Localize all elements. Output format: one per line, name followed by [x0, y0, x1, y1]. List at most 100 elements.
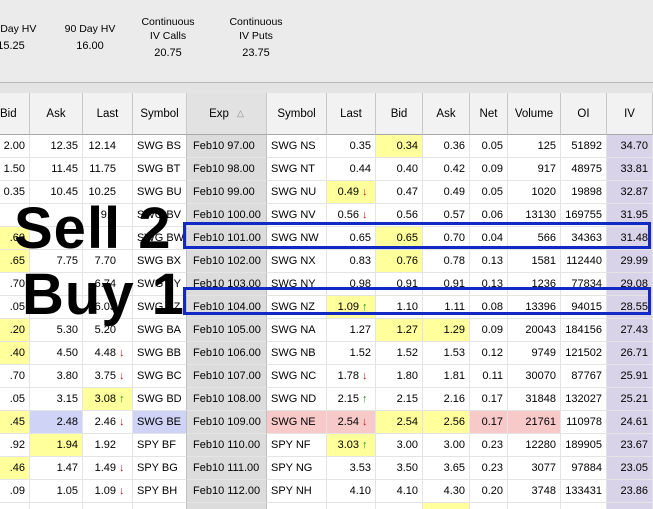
cell-c-sym[interactable]: SPY BH	[133, 480, 187, 503]
cell-c-sym[interactable]: SWG BT	[133, 158, 187, 181]
cell-c-bid[interactable]: 2.00	[0, 135, 30, 158]
table-row[interactable]: 0.35 10.45 10.25 SWG BU Feb10 99.00 SWG NU 0.4…	[0, 181, 653, 204]
column-header[interactable]: Ask	[423, 93, 470, 135]
cell-p-last[interactable]: 2.15	[327, 388, 376, 411]
cell-p-last[interactable]: 0.83	[327, 250, 376, 273]
cell-exp[interactable]: Feb10 103.00	[187, 273, 267, 296]
table-row[interactable]: .40 4.50 4.48 SWG BB Feb10 106.00 SWG NB 1.52 1…	[0, 342, 653, 365]
cell-c-sym[interactable]: SWG BW	[133, 227, 187, 250]
column-header[interactable]: Bid	[0, 93, 30, 135]
cell-iv[interactable]: 25.21	[607, 388, 653, 411]
cell-p-ask[interactable]: 1.11	[423, 296, 470, 319]
table-row[interactable]: .92 1.94 1.92 SPY BF Feb10 110.00 SPY NF 3.03 3…	[0, 434, 653, 457]
cell-p-sym[interactable]: SWG NE	[267, 411, 327, 434]
table-row[interactable]: .65 7.75 7.70 SWG BX Feb10 102.00 SWG NX 0.83 0…	[0, 250, 653, 273]
cell-oi[interactable]: 121502	[561, 342, 607, 365]
cell-p-ask[interactable]: 2.16	[423, 388, 470, 411]
cell-p-bid[interactable]: 0.65	[376, 227, 423, 250]
cell-c-bid[interactable]: 0.35	[0, 181, 30, 204]
cell-p-ask[interactable]: 0.57	[423, 204, 470, 227]
cell-p-sym[interactable]: SWG NY	[267, 273, 327, 296]
cell-c-last[interactable]: 5.20	[83, 319, 133, 342]
cell-net[interactable]: 0.13	[470, 273, 508, 296]
column-header[interactable]: IV	[607, 93, 653, 135]
cell-c-last[interactable]: 0.74	[83, 503, 133, 509]
cell-c-ask[interactable]: 3.15	[30, 388, 83, 411]
cell-c-sym[interactable]: SWG BA	[133, 319, 187, 342]
cell-c-last[interactable]: 1.49	[83, 457, 133, 480]
cell-exp[interactable]: Feb10 110.00	[187, 434, 267, 457]
cell-vol[interactable]: 3748	[508, 480, 561, 503]
cell-vol[interactable]: 30070	[508, 365, 561, 388]
table-row[interactable]: .45 2.48 2.46 SWG BE Feb10 109.00 SWG NE 2.54 2…	[0, 411, 653, 434]
cell-p-bid[interactable]: 1.10	[376, 296, 423, 319]
cell-c-bid[interactable]: .78	[0, 503, 30, 509]
cell-c-ask[interactable]: 12.35	[30, 135, 83, 158]
cell-c-last[interactable]: 11.75	[83, 158, 133, 181]
cell-p-sym[interactable]: SWG NC	[267, 365, 327, 388]
cell-c-ask[interactable]: 1.05	[30, 480, 83, 503]
cell-c-bid[interactable]: .45	[0, 411, 30, 434]
cell-p-last[interactable]: 2.54	[327, 411, 376, 434]
cell-net[interactable]: 0.20	[470, 480, 508, 503]
cell-vol[interactable]: 1236	[508, 273, 561, 296]
cell-vol[interactable]: 31848	[508, 388, 561, 411]
cell-oi[interactable]: 112440	[561, 250, 607, 273]
table-row[interactable]: .20 5.30 5.20 SWG BA Feb10 105.00 SWG NA 1.27 1…	[0, 319, 653, 342]
table-row[interactable]: .60 SWG BW Feb10 101.00 SWG NW 0.65 0.65 0.70 0…	[0, 227, 653, 250]
cell-c-last[interactable]: 12.14	[83, 135, 133, 158]
cell-c-last[interactable]: 10.25	[83, 181, 133, 204]
cell-c-last[interactable]: 9.3	[83, 204, 133, 227]
cell-c-ask[interactable]: 10.45	[30, 181, 83, 204]
cell-p-bid[interactable]: 2.54	[376, 411, 423, 434]
cell-p-bid[interactable]: 2.15	[376, 388, 423, 411]
cell-c-ask[interactable]: 1.94	[30, 434, 83, 457]
cell-p-sym[interactable]: SPY NG	[267, 457, 327, 480]
cell-p-bid[interactable]: 0.40	[376, 158, 423, 181]
cell-p-bid[interactable]: 0.47	[376, 181, 423, 204]
cell-p-last[interactable]: 0.65	[327, 227, 376, 250]
cell-net[interactable]: 0.04	[470, 227, 508, 250]
column-header[interactable]: Last	[83, 93, 133, 135]
cell-p-sym[interactable]: SWG ND	[267, 388, 327, 411]
cell-c-last[interactable]: 1.92	[83, 434, 133, 457]
cell-net[interactable]: 0.13	[470, 250, 508, 273]
cell-vol[interactable]: 125	[508, 135, 561, 158]
cell-p-ask[interactable]: 0.91	[423, 273, 470, 296]
cell-exp[interactable]: Feb10 105.00	[187, 319, 267, 342]
table-row[interactable]: 2.00 12.35 12.14 SWG BS Feb10 97.00 SWG NS 0.3…	[0, 135, 653, 158]
cell-p-sym[interactable]: SWG NU	[267, 181, 327, 204]
cell-oi[interactable]: 169755	[561, 204, 607, 227]
table-row[interactable]: 1.50 11.45 11.75 SWG BT Feb10 98.00 SWG NT 0.4…	[0, 158, 653, 181]
cell-p-ask[interactable]: 1.53	[423, 342, 470, 365]
cell-c-last[interactable]: 2.46	[83, 411, 133, 434]
column-header[interactable]: Exp △	[187, 93, 267, 135]
cell-c-ask[interactable]: 5.30	[30, 319, 83, 342]
cell-c-last[interactable]: 6.74	[83, 273, 133, 296]
cell-oi[interactable]: 184156	[561, 319, 607, 342]
cell-c-last[interactable]: 3.08	[83, 388, 133, 411]
cell-exp[interactable]: Feb10 98.00	[187, 158, 267, 181]
cell-c-sym[interactable]: SWG BZ	[133, 296, 187, 319]
table-row[interactable]: 9.3 SWG BV Feb10 100.00 SWG NV 0.56 0.56 0.57 0…	[0, 204, 653, 227]
cell-iv[interactable]: 23.05	[607, 457, 653, 480]
cell-oi[interactable]: 87767	[561, 365, 607, 388]
cell-c-last[interactable]: 6.03	[83, 296, 133, 319]
cell-p-ask[interactable]: 4.90	[423, 503, 470, 509]
column-header[interactable]: Bid	[376, 93, 423, 135]
cell-oi[interactable]: 48975	[561, 158, 607, 181]
cell-vol[interactable]: 13396	[508, 296, 561, 319]
column-header[interactable]: Last	[327, 93, 376, 135]
cell-vol[interactable]: 20043	[508, 319, 561, 342]
column-header[interactable]: Volume	[508, 93, 561, 135]
cell-vol[interactable]: 13130	[508, 204, 561, 227]
cell-c-ask[interactable]	[30, 227, 83, 250]
cell-p-sym[interactable]: SWG NT	[267, 158, 327, 181]
cell-c-sym[interactable]: SWG BS	[133, 135, 187, 158]
table-row[interactable]: .05 3.15 3.08 SWG BD Feb10 108.00 SWG ND 2.15 2…	[0, 388, 653, 411]
cell-c-bid[interactable]: .46	[0, 457, 30, 480]
cell-c-sym[interactable]: SPY BG	[133, 457, 187, 480]
cell-c-bid[interactable]	[0, 204, 30, 227]
cell-p-ask[interactable]: 0.36	[423, 135, 470, 158]
cell-net[interactable]: 0.05	[470, 135, 508, 158]
